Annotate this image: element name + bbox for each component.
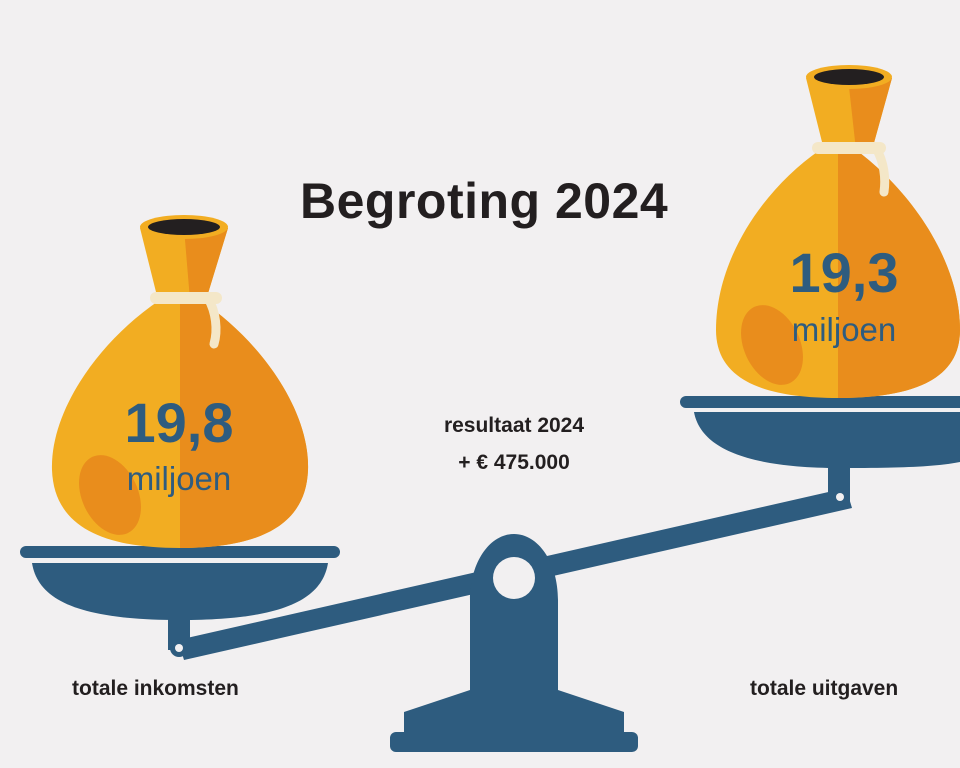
- page-title: Begroting 2024: [300, 173, 669, 229]
- expenses-caption: totale uitgaven: [750, 677, 899, 700]
- income-caption: totale inkomsten: [72, 677, 239, 700]
- pivot-hole: [493, 557, 535, 599]
- left-money-bag: [51, 215, 309, 548]
- result-label: resultaat 2024: [443, 414, 585, 437]
- scale-pillar: [390, 534, 638, 752]
- result-value: + € 475.000: [458, 451, 570, 474]
- income-amount: 19,8: [124, 391, 234, 454]
- expenses-amount: 19,3: [789, 241, 899, 304]
- income-unit: miljoen: [126, 460, 232, 497]
- left-scale-pan: [20, 546, 340, 657]
- right-money-bag: [716, 65, 960, 398]
- right-scale-pan: [680, 396, 960, 506]
- expenses-unit: miljoen: [791, 311, 897, 348]
